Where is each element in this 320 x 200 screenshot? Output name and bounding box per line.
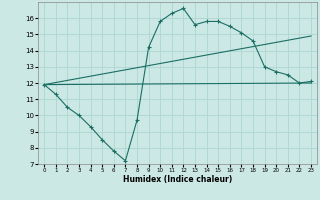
- X-axis label: Humidex (Indice chaleur): Humidex (Indice chaleur): [123, 175, 232, 184]
